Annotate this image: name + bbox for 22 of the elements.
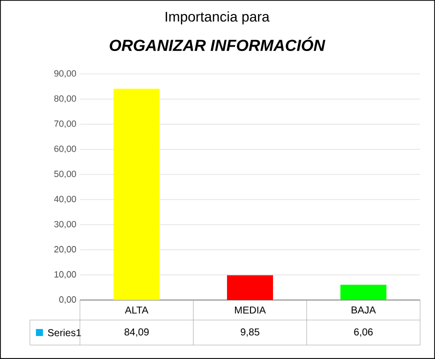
y-tick-label: 40,00 bbox=[54, 196, 76, 204]
y-tick-label: 30,00 bbox=[54, 220, 76, 228]
y-tick-label: 20,00 bbox=[54, 246, 76, 254]
y-tick-label: 70,00 bbox=[54, 120, 76, 128]
x-tick-label: ALTA bbox=[124, 306, 148, 314]
y-tick-label: 10,00 bbox=[54, 271, 76, 279]
y-tick-label: 80,00 bbox=[54, 95, 76, 103]
y-tick-label: 60,00 bbox=[54, 146, 76, 154]
y-tick-label: 50,00 bbox=[54, 170, 76, 178]
y-tick-label: 0,00 bbox=[59, 296, 76, 304]
data-label: 84,09 bbox=[124, 328, 149, 337]
text: Series1 bbox=[48, 328, 81, 336]
x-tick-label: MEDIA bbox=[234, 306, 266, 314]
chart-title: Importancia para bbox=[166, 11, 270, 24]
bar bbox=[227, 275, 274, 300]
data-label: 6,06 bbox=[354, 328, 373, 337]
y-tick-label: 90,00 bbox=[54, 70, 76, 78]
bar bbox=[340, 284, 386, 300]
bar bbox=[114, 88, 160, 300]
data-label: 9,85 bbox=[240, 328, 260, 337]
x-tick-label: BAJA bbox=[352, 306, 376, 314]
chart-subtitle: ORGANIZAR INFORMACIÓN bbox=[110, 36, 326, 52]
